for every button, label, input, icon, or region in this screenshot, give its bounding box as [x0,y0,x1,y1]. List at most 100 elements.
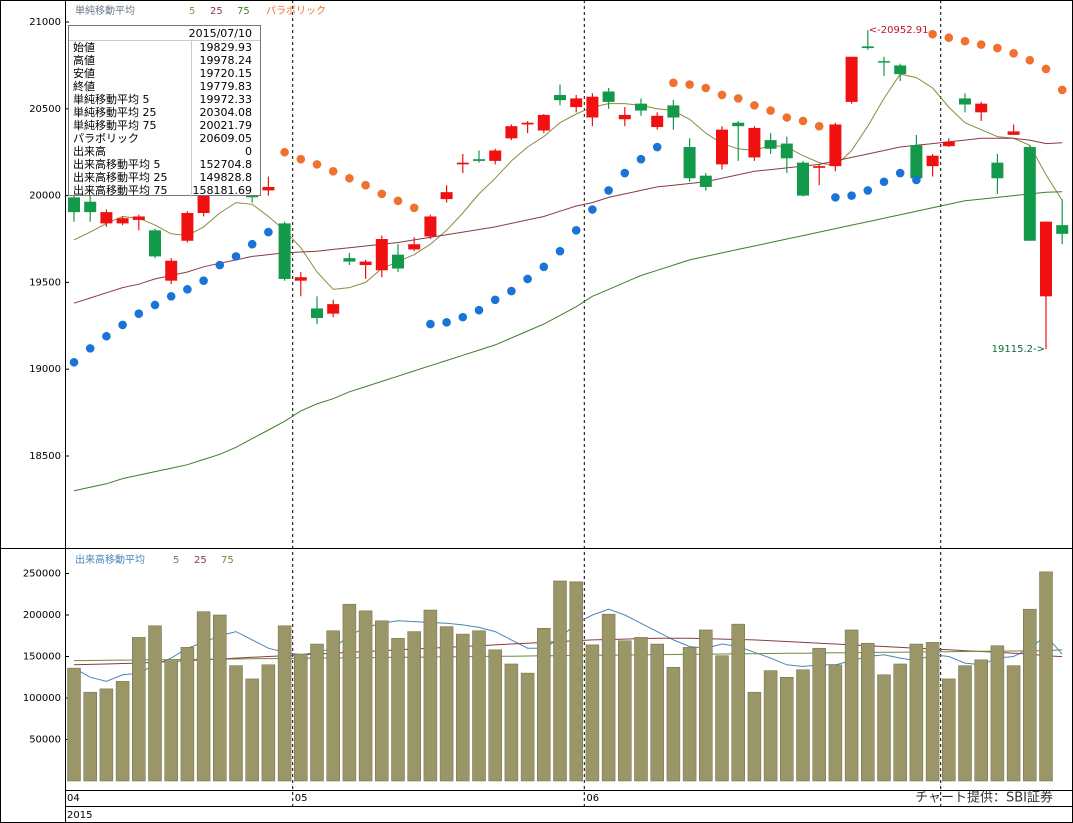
candle-body [651,115,664,128]
x-tick-label: 04 [67,793,80,804]
sar-dot [458,312,468,322]
sar-dot [409,203,419,213]
sar-dot [831,193,840,202]
tooltip-row: 単純移動平均 5 19972.33 [69,93,260,106]
candle-body [813,166,826,168]
legend-title: 出来高移動平均 [75,553,145,566]
volume-bar [763,670,778,782]
tooltip-value: 19829.93 [199,41,253,54]
candle-body [327,304,340,314]
candle-body [554,94,566,101]
sar-dot [280,147,289,157]
credit: チャート提供：SBI証券 [915,790,1053,806]
volume-bar [375,620,389,782]
candle-body [764,140,777,149]
volume-bar [164,660,178,782]
candle-body [473,159,485,161]
y-tick-label: 20500 [29,104,61,115]
volume-bar [294,653,308,782]
dividers [65,0,942,806]
sar-dot [1009,48,1018,58]
sar-dot [361,180,370,190]
volume-bar [1006,665,1021,782]
volume-bar [958,665,972,782]
tooltip-value: 19720.15 [199,67,253,80]
y-tick-label: 21000 [29,17,61,28]
tooltip-row: 出来高移動平均 75 158181.69 [69,184,260,197]
candle-body [894,65,907,75]
tooltip-value: 19779.83 [199,80,253,93]
candle-body [602,91,615,102]
candle-body [456,162,469,165]
volume-bar [893,663,907,782]
sar-dot [701,83,711,93]
sar-dot [215,260,225,270]
legend-entry: 5 [189,6,195,17]
y-tick-label: 20000 [29,191,61,202]
tooltip-label: 終値 [69,80,192,93]
volume-bar [423,609,438,782]
candle-body [1040,221,1052,297]
sar-dot [879,177,889,187]
y-tick-label: 19500 [29,277,61,288]
sar-dot [345,173,354,183]
sar-dot [960,36,970,46]
sar-dot [895,168,905,178]
sar-dot [1041,64,1051,74]
tooltip-value: 152704.8 [199,158,253,171]
sar-dot [733,94,743,103]
volume-bar [245,678,259,782]
volume-bar [83,691,97,782]
annotation: <-20952.91 [869,25,929,36]
legend-entry: 5 [173,555,179,566]
sar-dot [766,106,775,115]
volume-bar [148,625,162,782]
volume-bar [553,580,567,782]
sar-dot [814,121,824,131]
volume-bar [796,669,810,782]
volume-bar [828,664,843,782]
sar-dot [944,33,954,42]
tooltip-row: 単純移動平均 75 20021.79 [69,119,260,132]
volume-bar [942,678,956,782]
candle-body [440,192,453,200]
candle-body [910,145,923,179]
candle-body [181,212,194,241]
tooltip-row: 出来高移動平均 5 152704.8 [69,158,260,171]
tooltip-label: 出来高 [69,145,192,158]
sar-dot [798,116,808,126]
candle-body [100,212,113,224]
volume-bar [618,640,632,782]
sar-dot [539,262,549,272]
candle-body [829,124,842,167]
sar-dot [507,286,516,296]
volume-bar [537,628,551,782]
tooltip-date: 2015/07/10 [69,26,260,41]
y-tick-label: 100000 [23,693,61,704]
tooltip-value: 20304.08 [199,106,253,119]
sar-dot [393,196,403,206]
volume-bar [277,625,292,782]
volume-bar [391,637,405,782]
tooltip-row: パラボリック 20609.05 [69,132,260,145]
candle-body [505,126,518,139]
ma-line [73,608,1063,682]
volume-bar [229,665,243,782]
candle-body [408,244,421,250]
tooltip-label: 安値 [69,67,192,80]
volume-bar [747,691,762,782]
volume-bar [261,664,276,782]
tooltip-row: 安値 19720.15 [69,67,260,80]
candle-body [116,218,129,224]
candle-body [1023,147,1036,241]
candle-body [699,175,712,187]
volume-bar [196,611,211,782]
tooltip-row: 出来高 0 [69,145,260,158]
candle-body [780,143,793,159]
sar-dot [264,227,273,237]
y-tick-label: 250000 [23,568,61,579]
sar-dot [85,344,95,353]
tooltip-value: 19978.24 [199,54,253,67]
volume-bar [1023,608,1037,782]
